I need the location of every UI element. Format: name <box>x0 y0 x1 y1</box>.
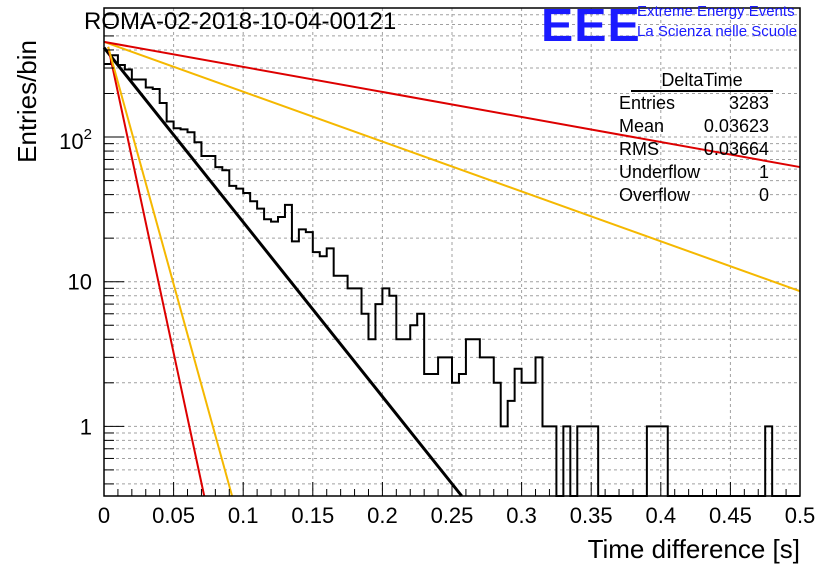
stats-row: Mean 0.03623 <box>611 115 777 138</box>
stats-row: Entries 3283 <box>611 92 777 115</box>
stat-label: Mean <box>619 116 665 136</box>
x-tick-label: 0.05 <box>152 503 195 528</box>
stat-value: 0 <box>758 185 769 205</box>
fit-line-orange-steep <box>107 46 234 497</box>
stats-row: Overflow 0 <box>611 184 777 207</box>
logo-line-1: Extreme Energy Events <box>637 3 795 20</box>
x-tick-label: 0.2 <box>367 503 398 528</box>
x-tick-label: 0.45 <box>709 503 752 528</box>
eee-logo: EEE <box>541 0 641 51</box>
fit-curves <box>102 40 801 497</box>
stats-title: DeltaTime <box>631 70 773 92</box>
axis-ticks <box>103 14 801 496</box>
fit-line-red-shallow <box>103 40 801 169</box>
x-axis-title: Time difference [s] <box>588 534 800 564</box>
stat-value: 3283 <box>728 93 769 113</box>
x-tick-label: 0.5 <box>785 503 816 528</box>
stat-value: 0.03664 <box>703 139 769 159</box>
stat-value: 0.03623 <box>703 116 769 136</box>
stats-row: RMS 0.03664 <box>611 138 777 161</box>
x-tick-label: 0 <box>98 503 110 528</box>
x-tick-label: 0.35 <box>570 503 613 528</box>
logo-line-2: La Scienza nelle Scuole <box>637 23 798 40</box>
fit-line-fit <box>102 46 463 497</box>
x-tick-label: 0.3 <box>506 503 537 528</box>
stats-row: Underflow 1 <box>611 161 777 184</box>
stat-value: 1 <box>758 162 769 182</box>
stat-label: Overflow <box>619 185 691 205</box>
fit-line-red-steep <box>107 46 206 497</box>
stat-label: Underflow <box>619 162 701 182</box>
y-tick-label: 1 <box>80 414 92 439</box>
y-tick-label: 102 <box>59 126 92 154</box>
stats-box: DeltaTime Entries 3283 Mean 0.03623 RMS … <box>611 70 777 207</box>
fit-line-orange-shallow <box>103 40 801 293</box>
x-tick-label: 0.1 <box>228 503 259 528</box>
x-tick-label: 0.4 <box>646 503 677 528</box>
y-axis-title: Entries/bin <box>12 40 42 163</box>
stat-label: Entries <box>619 93 676 113</box>
x-tick-label: 0.25 <box>431 503 474 528</box>
y-tick-label: 10 <box>68 270 92 295</box>
x-tick-label: 0.15 <box>291 503 334 528</box>
axis-labels: 0 0.05 0.1 0.15 0.2 0.25 0.3 0.35 0.4 0.45 0.51101… <box>12 40 815 564</box>
stat-label: RMS <box>619 139 659 159</box>
plot-title: ROMA-02-2018-10-04-00121 <box>84 8 397 35</box>
